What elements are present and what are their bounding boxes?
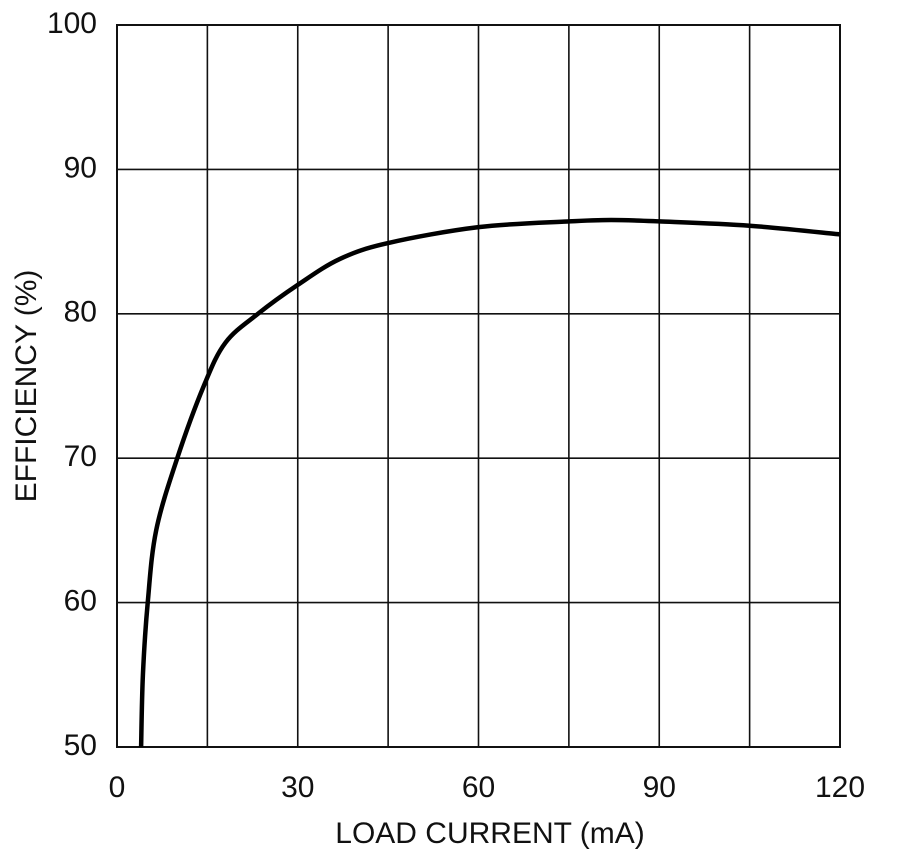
x-tick-label: 60 — [462, 771, 495, 804]
y-tick-label: 60 — [64, 585, 97, 618]
x-tick-label: 30 — [281, 771, 314, 804]
y-tick-label: 100 — [47, 7, 97, 40]
x-tick-label: 90 — [643, 771, 676, 804]
y-tick-label: 50 — [64, 729, 97, 762]
y-tick-label: 80 — [64, 296, 97, 329]
plot-frame — [116, 24, 841, 748]
x-tick-label: 120 — [815, 771, 865, 804]
efficiency-curve — [138, 217, 841, 748]
y-axis-label: EFFICIENCY (%) — [10, 270, 43, 503]
x-tick-label: 0 — [109, 771, 126, 804]
y-tick-label: 70 — [64, 440, 97, 473]
y-tick-label: 90 — [64, 151, 97, 184]
x-axis-label: LOAD CURRENT (mA) — [335, 817, 644, 850]
